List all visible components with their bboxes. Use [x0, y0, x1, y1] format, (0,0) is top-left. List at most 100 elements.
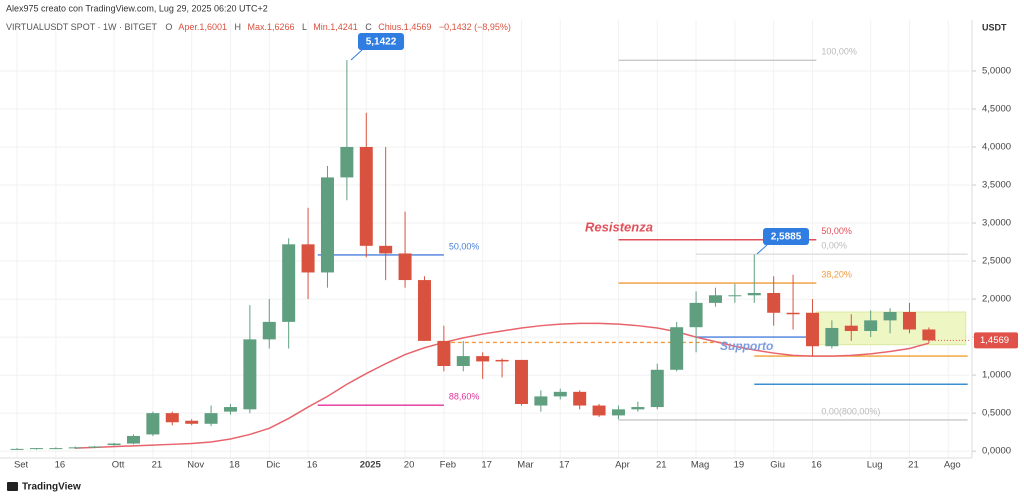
candle-body: [107, 443, 121, 446]
candle-body: [747, 292, 761, 296]
y-tick-label: 5,0000: [982, 65, 1011, 76]
x-tick-label: 17: [481, 460, 492, 471]
c-key: C: [365, 22, 372, 32]
support-label: Supporto: [720, 339, 773, 353]
resistance-label: Resistenza: [585, 219, 653, 234]
candle-body: [301, 244, 315, 273]
level-label: 88,60%: [449, 392, 480, 402]
x-tick-label: 17: [559, 460, 570, 471]
logo: [7, 482, 18, 491]
x-tick-label: Ott: [112, 460, 125, 471]
candle-body: [126, 435, 140, 444]
candle-body: [573, 391, 587, 406]
peak-callout-pointer: [350, 49, 363, 61]
candle-body: [631, 407, 645, 410]
candle-body: [456, 356, 470, 366]
candle-body: [340, 146, 354, 178]
x-tick-label: Giu: [770, 460, 785, 471]
candle-body: [398, 253, 412, 281]
y-tick-label: 0,0000: [982, 446, 1011, 457]
candle-body: [553, 391, 567, 397]
last-price-label: 1,4569: [980, 335, 1009, 346]
last-price-tag: [974, 332, 1018, 349]
peak-callout-text: 5,1422: [366, 37, 397, 48]
y-tick-label: 3,0000: [982, 218, 1011, 229]
x-tick-label: Lug: [867, 460, 883, 471]
candle-body: [495, 359, 509, 362]
moving-average: [75, 322, 930, 449]
y-tick-label: 4,0000: [982, 142, 1011, 153]
x-tick-label: 16: [307, 460, 318, 471]
x-tick-label: Feb: [440, 460, 456, 471]
candle-body: [68, 447, 82, 449]
candle-body: [514, 359, 528, 405]
h-key: H: [234, 22, 241, 32]
x-tick-label: Dic: [266, 460, 280, 471]
x-tick-label: 21: [908, 460, 919, 471]
candle-body: [262, 321, 276, 340]
y-tick-label: 1,0000: [982, 370, 1011, 381]
candle-body: [10, 448, 24, 450]
symbol: VIRTUALUSDT SPOT · 1W · BITGET: [6, 22, 158, 32]
y-tick-label: 0,5000: [982, 408, 1011, 419]
x-tick-label: Ago: [944, 460, 961, 471]
candle-body: [243, 339, 257, 410]
y-tick-label: 3,5000: [982, 180, 1011, 191]
y-tick-label: 2,5000: [982, 256, 1011, 267]
low: Min.1,4241: [313, 22, 358, 32]
x-tick-label: 21: [152, 460, 163, 471]
level-label: 100,00%: [821, 47, 857, 57]
candle-body: [728, 295, 742, 297]
l-key: L: [302, 22, 307, 32]
close: Chius.1,4569: [378, 22, 431, 32]
high-callout-text: 2,5885: [771, 232, 802, 243]
x-tick-label: 19: [734, 460, 745, 471]
candle-body: [767, 292, 781, 313]
candle-body: [902, 312, 916, 330]
x-tick-label: 2025: [360, 460, 382, 471]
high-callout-pointer: [756, 244, 768, 255]
candle-body: [708, 295, 722, 303]
open: Aper.1,6001: [178, 22, 227, 32]
candle-body: [185, 420, 199, 424]
candle-body: [844, 325, 858, 332]
x-tick-label: Nov: [187, 460, 204, 471]
candle-body: [922, 329, 936, 341]
x-tick-label: 16: [811, 460, 822, 471]
candle-body: [29, 448, 43, 450]
candle-body: [417, 280, 431, 341]
candle-body: [437, 340, 451, 366]
x-tick-label: Set: [14, 460, 29, 471]
candle-body: [49, 448, 63, 450]
x-tick-label: Apr: [615, 460, 630, 471]
symbol-line: VIRTUALUSDT SPOT · 1W · BITGET O Aper.1,…: [6, 22, 511, 32]
candle-body: [320, 177, 334, 273]
level-label: 0,00(800,00%): [821, 406, 880, 416]
candle-body: [611, 409, 625, 416]
level-label: 50,00%: [821, 226, 852, 236]
candle-body: [825, 327, 839, 347]
peak-callout: [358, 33, 404, 50]
candle-body: [883, 312, 897, 321]
candle-body: [88, 446, 102, 448]
x-tick-label: Mar: [517, 460, 533, 471]
candle-body: [476, 356, 490, 362]
o-key: O: [165, 22, 172, 32]
level-label: 50,00%: [449, 241, 480, 251]
x-tick-label: Mag: [691, 460, 709, 471]
candle-body: [379, 245, 393, 254]
candle-body: [282, 244, 296, 322]
logo-icon: [7, 482, 18, 491]
candle-body: [534, 396, 548, 406]
high-callout: [763, 228, 809, 245]
x-tick-label: 20: [404, 460, 415, 471]
author-line: Alex975 creato con TradingView.com, Lug …: [6, 3, 268, 13]
high: Max.1,6266: [248, 22, 295, 32]
candle-body: [670, 327, 684, 370]
y-tick-label: 4,5000: [982, 103, 1011, 114]
candle-body: [689, 302, 703, 328]
x-tick-label: 21: [656, 460, 667, 471]
candle-body: [204, 413, 218, 424]
candle-body: [592, 405, 606, 416]
